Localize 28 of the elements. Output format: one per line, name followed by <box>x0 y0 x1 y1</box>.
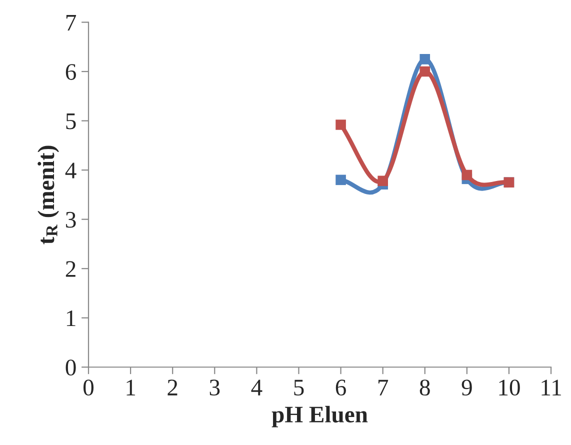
x-tick-label: 8 <box>420 380 430 396</box>
x-tick-label: 2 <box>168 380 178 396</box>
x-tick-label: 9 <box>462 380 472 396</box>
y-tick-label: 6 <box>66 64 76 80</box>
point <box>336 174 346 186</box>
y-tick-label: 4 <box>65 162 76 178</box>
x-tick-label: 4 <box>251 380 262 396</box>
x-tick-label: 10 <box>499 380 520 396</box>
x-tick-label: 3 <box>210 380 220 396</box>
x-axis-title: pH Eluen <box>272 406 368 428</box>
point <box>336 120 346 130</box>
y-axis-title: t$_{R}$ (menit) <box>38 146 60 244</box>
x-tick-label: 1 <box>126 380 136 396</box>
y-tick-label: 7 <box>66 14 76 30</box>
y-tick-label: 2 <box>66 261 76 277</box>
point <box>378 176 388 186</box>
x-tick-label: 7 <box>378 380 388 396</box>
point <box>462 170 472 180</box>
x-tick-label: 6 <box>336 380 346 396</box>
y-tick-label: 3 <box>66 212 76 228</box>
y-tick-label: 5 <box>66 114 76 130</box>
y-tick-label: 0 <box>66 360 76 376</box>
y-tick-label: 1 <box>66 310 76 326</box>
point <box>420 66 430 77</box>
x-tick-label: 11 <box>542 380 561 396</box>
x-tick-label: 0 <box>84 380 94 396</box>
point <box>420 54 430 64</box>
x-tick-label: 5 <box>294 380 304 396</box>
